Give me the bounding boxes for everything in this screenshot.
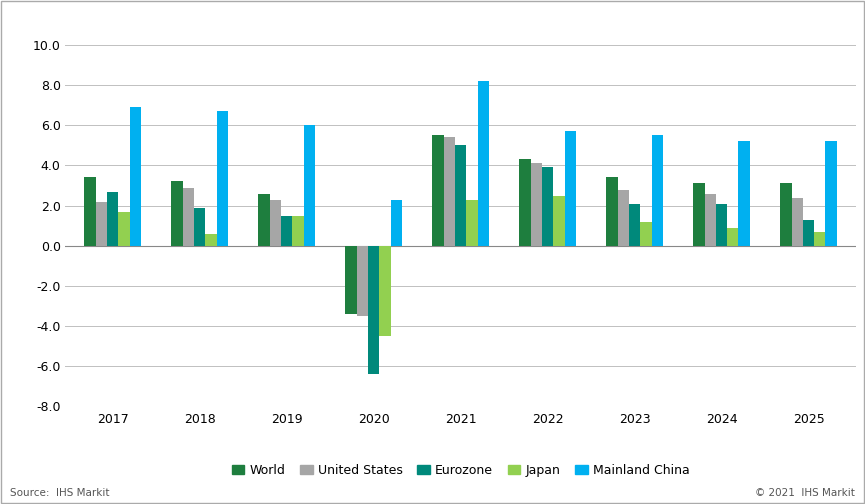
Bar [216,111,228,245]
Bar [565,132,576,245]
Legend: World, United States, Eurozone, Japan, Mainland China: World, United States, Eurozone, Japan, M… [227,459,695,482]
Bar [530,163,542,245]
Bar [130,107,141,245]
Bar [292,216,304,245]
Bar [345,245,356,313]
Bar [432,136,444,245]
Bar [542,167,554,245]
Bar [716,204,727,245]
Bar [444,138,455,245]
Bar [304,125,315,245]
Bar [96,202,107,245]
Bar [651,136,663,245]
Bar [606,177,618,245]
Bar [356,245,368,316]
Bar [119,212,130,245]
Bar [455,146,466,245]
Bar [629,204,640,245]
Bar [183,187,194,245]
Bar [205,233,216,245]
Bar [791,198,803,245]
Bar [739,142,750,245]
Text: © 2021  IHS Markit: © 2021 IHS Markit [755,488,855,498]
Bar [825,142,836,245]
Bar [171,181,183,245]
Bar [705,194,716,245]
Bar [379,245,391,336]
Bar [368,245,379,373]
Bar [466,200,477,245]
Bar [391,200,402,245]
Bar [803,220,814,245]
Bar [727,227,739,245]
Bar [270,200,281,245]
Bar [477,82,489,245]
Bar [194,208,205,245]
Bar [814,231,825,245]
Bar [640,222,651,245]
Text: Source:  IHS Markit: Source: IHS Markit [10,488,110,498]
Bar [107,192,119,245]
Bar [281,216,292,245]
Bar [519,159,530,245]
Bar [554,196,565,245]
Bar [259,194,270,245]
Bar [85,177,96,245]
Bar [693,183,705,245]
Bar [780,183,791,245]
Bar [618,190,629,245]
Text: Real GDP (percent change): Real GDP (percent change) [9,12,261,30]
